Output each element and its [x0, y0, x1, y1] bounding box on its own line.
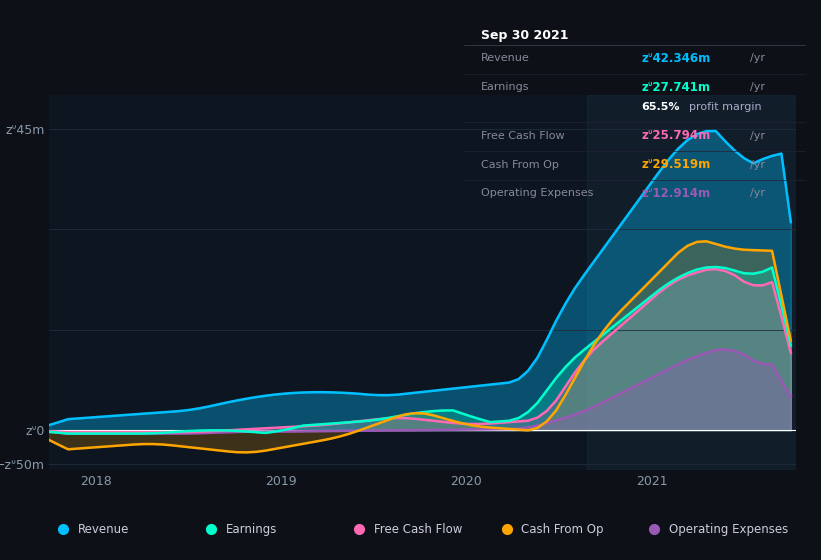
- Text: Revenue: Revenue: [481, 53, 530, 63]
- Text: Free Cash Flow: Free Cash Flow: [481, 130, 565, 141]
- Text: Revenue: Revenue: [78, 522, 130, 536]
- Text: /yr: /yr: [750, 189, 765, 198]
- Text: zᐡ27.741m: zᐡ27.741m: [641, 81, 710, 94]
- Text: zᐡ12.914m: zᐡ12.914m: [641, 187, 710, 200]
- Text: Operating Expenses: Operating Expenses: [669, 522, 788, 536]
- Text: Operating Expenses: Operating Expenses: [481, 189, 594, 198]
- Text: Cash From Op: Cash From Op: [521, 522, 603, 536]
- Text: /yr: /yr: [750, 160, 765, 170]
- Text: Earnings: Earnings: [481, 82, 530, 92]
- Bar: [587, 95, 796, 470]
- Text: Earnings: Earnings: [226, 522, 277, 536]
- Text: Sep 30 2021: Sep 30 2021: [481, 29, 568, 42]
- Text: zᐡ42.346m: zᐡ42.346m: [641, 52, 710, 65]
- Text: /yr: /yr: [750, 82, 765, 92]
- Text: zᐡ29.519m: zᐡ29.519m: [641, 158, 710, 171]
- Text: profit margin: profit margin: [689, 101, 761, 111]
- Text: /yr: /yr: [750, 130, 765, 141]
- Text: Free Cash Flow: Free Cash Flow: [374, 522, 462, 536]
- Text: /yr: /yr: [750, 53, 765, 63]
- Text: 65.5%: 65.5%: [641, 101, 680, 111]
- Text: Cash From Op: Cash From Op: [481, 160, 559, 170]
- Text: zᐡ25.794m: zᐡ25.794m: [641, 129, 710, 142]
